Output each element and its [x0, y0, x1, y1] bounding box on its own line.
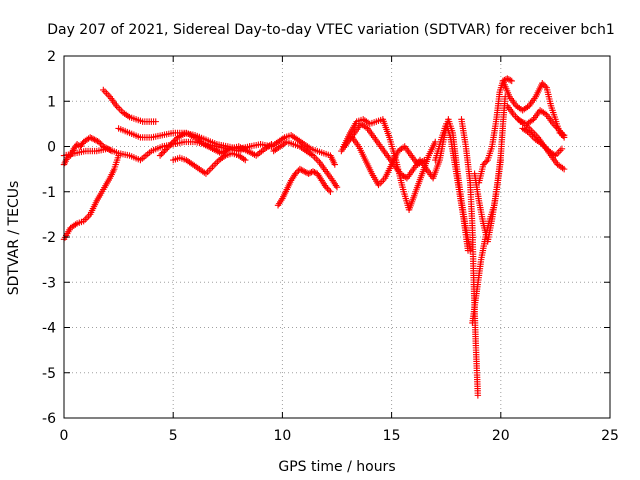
- data-point: [299, 167, 306, 174]
- data-point: [497, 156, 504, 164]
- x-tick-label: 5: [169, 428, 178, 444]
- data-point: [95, 138, 103, 146]
- data-point: [421, 156, 428, 164]
- y-tick-label: -6: [42, 411, 56, 427]
- data-point: [542, 82, 549, 90]
- data-point: [298, 166, 305, 174]
- data-point: [162, 146, 170, 153]
- data-point: [560, 165, 568, 173]
- data-point: [161, 147, 168, 155]
- data-point: [333, 184, 341, 191]
- data-point: [92, 137, 100, 144]
- data-point: [539, 79, 546, 87]
- data-point: [158, 150, 165, 158]
- x-tick-label: 10: [273, 428, 291, 444]
- data-point: [97, 140, 104, 147]
- axis-ticks: 0 5 10 15 20 25 -6 -5 -4 -3 -2 -1 0 1 2: [42, 49, 619, 444]
- x-tick-label: 15: [383, 428, 401, 444]
- data-point: [165, 143, 173, 150]
- data-point: [507, 76, 514, 84]
- data-point: [504, 75, 511, 82]
- data-point: [508, 77, 515, 85]
- data-point: [170, 138, 177, 146]
- data-point: [159, 149, 167, 156]
- y-tick-label: -3: [42, 275, 56, 291]
- data-point: [325, 187, 333, 194]
- y-tick-label: -1: [42, 185, 56, 201]
- data-point: [560, 134, 568, 141]
- data-point: [474, 392, 482, 399]
- data-point: [309, 168, 317, 175]
- data-point: [246, 143, 253, 150]
- data-point: [172, 135, 180, 143]
- data-point: [305, 170, 312, 177]
- data-point: [167, 141, 174, 149]
- x-axis-label: GPS time / hours: [278, 459, 395, 475]
- y-axis-label: SDTVAR / TECUs: [6, 181, 22, 296]
- data-point: [302, 168, 309, 176]
- data-point: [301, 168, 308, 175]
- data-point: [296, 165, 304, 173]
- x-tick-label: 25: [601, 428, 619, 444]
- data-point: [88, 135, 95, 142]
- y-tick-label: 2: [47, 49, 56, 65]
- data-point: [331, 161, 339, 168]
- y-tick-label: -4: [42, 321, 56, 337]
- y-tick-label: 1: [47, 94, 56, 110]
- data-point: [156, 152, 164, 159]
- x-tick-label: 20: [492, 428, 510, 444]
- data-point: [293, 168, 301, 176]
- chart-title: Day 207 of 2021, Sidereal Day-to-day VTE…: [47, 22, 615, 38]
- data-point: [292, 170, 299, 177]
- data-point: [152, 118, 159, 125]
- data-point: [242, 156, 249, 164]
- data-point: [171, 137, 178, 144]
- data-point: [87, 134, 94, 141]
- data-point: [540, 81, 547, 88]
- data-point: [483, 158, 490, 165]
- data-point: [558, 145, 566, 152]
- data-point: [168, 140, 175, 147]
- data-points: [60, 75, 568, 399]
- data-point: [327, 188, 334, 195]
- x-tick-label: 0: [60, 428, 69, 444]
- data-point: [324, 185, 331, 192]
- data-point: [164, 144, 171, 152]
- data-point: [89, 135, 97, 143]
- data-point: [505, 76, 513, 83]
- data-point: [480, 161, 487, 168]
- data-point: [322, 184, 330, 191]
- y-tick-label: -2: [42, 230, 56, 246]
- y-tick-label: 0: [47, 140, 56, 156]
- data-point: [91, 136, 98, 143]
- data-point: [306, 169, 314, 177]
- grid-lines: [64, 56, 610, 418]
- y-tick-label: -5: [42, 366, 56, 382]
- data-point: [311, 168, 318, 176]
- data-point: [481, 159, 488, 167]
- data-point: [464, 247, 472, 254]
